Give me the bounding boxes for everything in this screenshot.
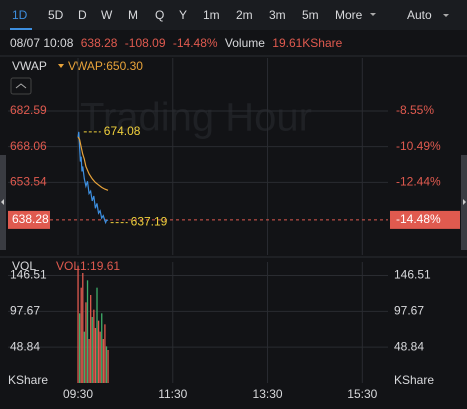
mode-caret <box>443 14 449 17</box>
x-tick-label: 11:30 <box>158 387 187 401</box>
volume-bar <box>88 339 90 383</box>
volume-bar <box>101 313 103 383</box>
series-line <box>77 136 109 191</box>
volume-bar <box>97 320 100 383</box>
volume-bar <box>94 328 97 383</box>
quote-change: -108.09 <box>125 36 166 50</box>
vol-legend: VOL1:19.61 <box>56 259 120 273</box>
quote-time: 08/07 10:08 <box>10 36 74 50</box>
series-line <box>77 131 109 225</box>
tab[interactable]: 1D <box>12 8 28 22</box>
volume-bar <box>107 350 109 383</box>
y-tick-label: 48.84 <box>10 339 40 353</box>
y-tick-label-right: 48.84 <box>394 339 424 353</box>
tab[interactable]: Y <box>179 8 187 22</box>
tab[interactable]: D <box>78 8 87 22</box>
volume-bar <box>82 273 84 383</box>
y2-tick-label: -12.44% <box>396 175 441 189</box>
tab[interactable]: 2m <box>236 8 253 22</box>
tab[interactable]: W <box>101 8 113 22</box>
collapse-button[interactable] <box>10 77 32 95</box>
volume-bar <box>90 295 92 383</box>
y-tick-label: 682.59 <box>10 103 47 117</box>
tab[interactable]: 5m <box>302 8 319 22</box>
volume-bar <box>93 309 95 383</box>
volume-bar <box>77 265 79 383</box>
volume-bar <box>96 287 98 383</box>
volume-bar <box>102 339 104 383</box>
volume-bar <box>80 287 82 383</box>
annotation-label: 674.08 <box>104 124 141 138</box>
indicator-caret <box>58 64 64 68</box>
vol-unit-left: KShare <box>8 373 48 387</box>
vol-unit-right: KShare <box>394 373 434 387</box>
quote-line: 08/07 10:08 638.28 -108.09 -14.48% Volum… <box>10 36 343 50</box>
volume-bar <box>91 317 93 383</box>
tabs: 1D 5D D W M Q Y 1m 2m 3m 5m More <box>12 8 363 22</box>
last-pct-box <box>390 210 460 229</box>
last-price-label: 638.28 <box>12 212 49 226</box>
left-arrow <box>1 199 4 205</box>
tab[interactable]: M <box>128 8 138 22</box>
x-tick-label: 13:30 <box>253 387 283 401</box>
quote-price: 638.28 <box>81 36 118 50</box>
mode-select[interactable]: Auto <box>407 8 432 22</box>
last-pct-label: -14.48% <box>396 212 441 226</box>
right-arrow <box>463 199 466 205</box>
tab[interactable]: More <box>335 8 363 22</box>
y-tick-label-right: 97.67 <box>394 304 424 318</box>
y-tick-label: 146.51 <box>10 268 47 282</box>
volume-bar <box>85 302 87 383</box>
collapse-icon <box>15 83 27 89</box>
annotation-label: 637.19 <box>131 215 168 229</box>
volume-bar <box>83 331 86 383</box>
volume-bar <box>105 346 108 383</box>
legend-vwap: VWAP:650.30 <box>68 59 143 73</box>
tab[interactable]: Q <box>155 8 164 22</box>
x-tick-label: 09:30 <box>63 387 93 401</box>
quote-change-pct: -14.48% <box>173 36 218 50</box>
x-tick-label: 15:30 <box>347 387 377 401</box>
indicator-label: VWAP <box>12 59 47 73</box>
vol-label: VOL <box>12 259 36 273</box>
y-tick-label: 97.67 <box>10 304 40 318</box>
y2-tick-label: -10.49% <box>396 139 441 153</box>
tab[interactable]: 3m <box>269 8 286 22</box>
volume-value: 19.61KShare <box>272 36 342 50</box>
watermark: Trading Hour <box>80 96 312 140</box>
y-tick-label: 668.06 <box>10 139 47 153</box>
more-caret <box>370 13 376 16</box>
volume-bar <box>104 324 106 383</box>
tab[interactable]: 1m <box>203 8 220 22</box>
volume-bar <box>99 331 101 383</box>
volume-label: Volume <box>225 36 265 50</box>
tab[interactable]: 5D <box>48 8 64 22</box>
volume-bar <box>78 313 81 383</box>
toolbar-bg <box>0 0 467 30</box>
last-price-box <box>8 210 50 229</box>
y2-tick-label: -8.55% <box>396 103 434 117</box>
y-tick-label: 653.54 <box>10 175 47 189</box>
volume-bar <box>86 280 89 383</box>
y-tick-label-right: 146.51 <box>394 268 431 282</box>
